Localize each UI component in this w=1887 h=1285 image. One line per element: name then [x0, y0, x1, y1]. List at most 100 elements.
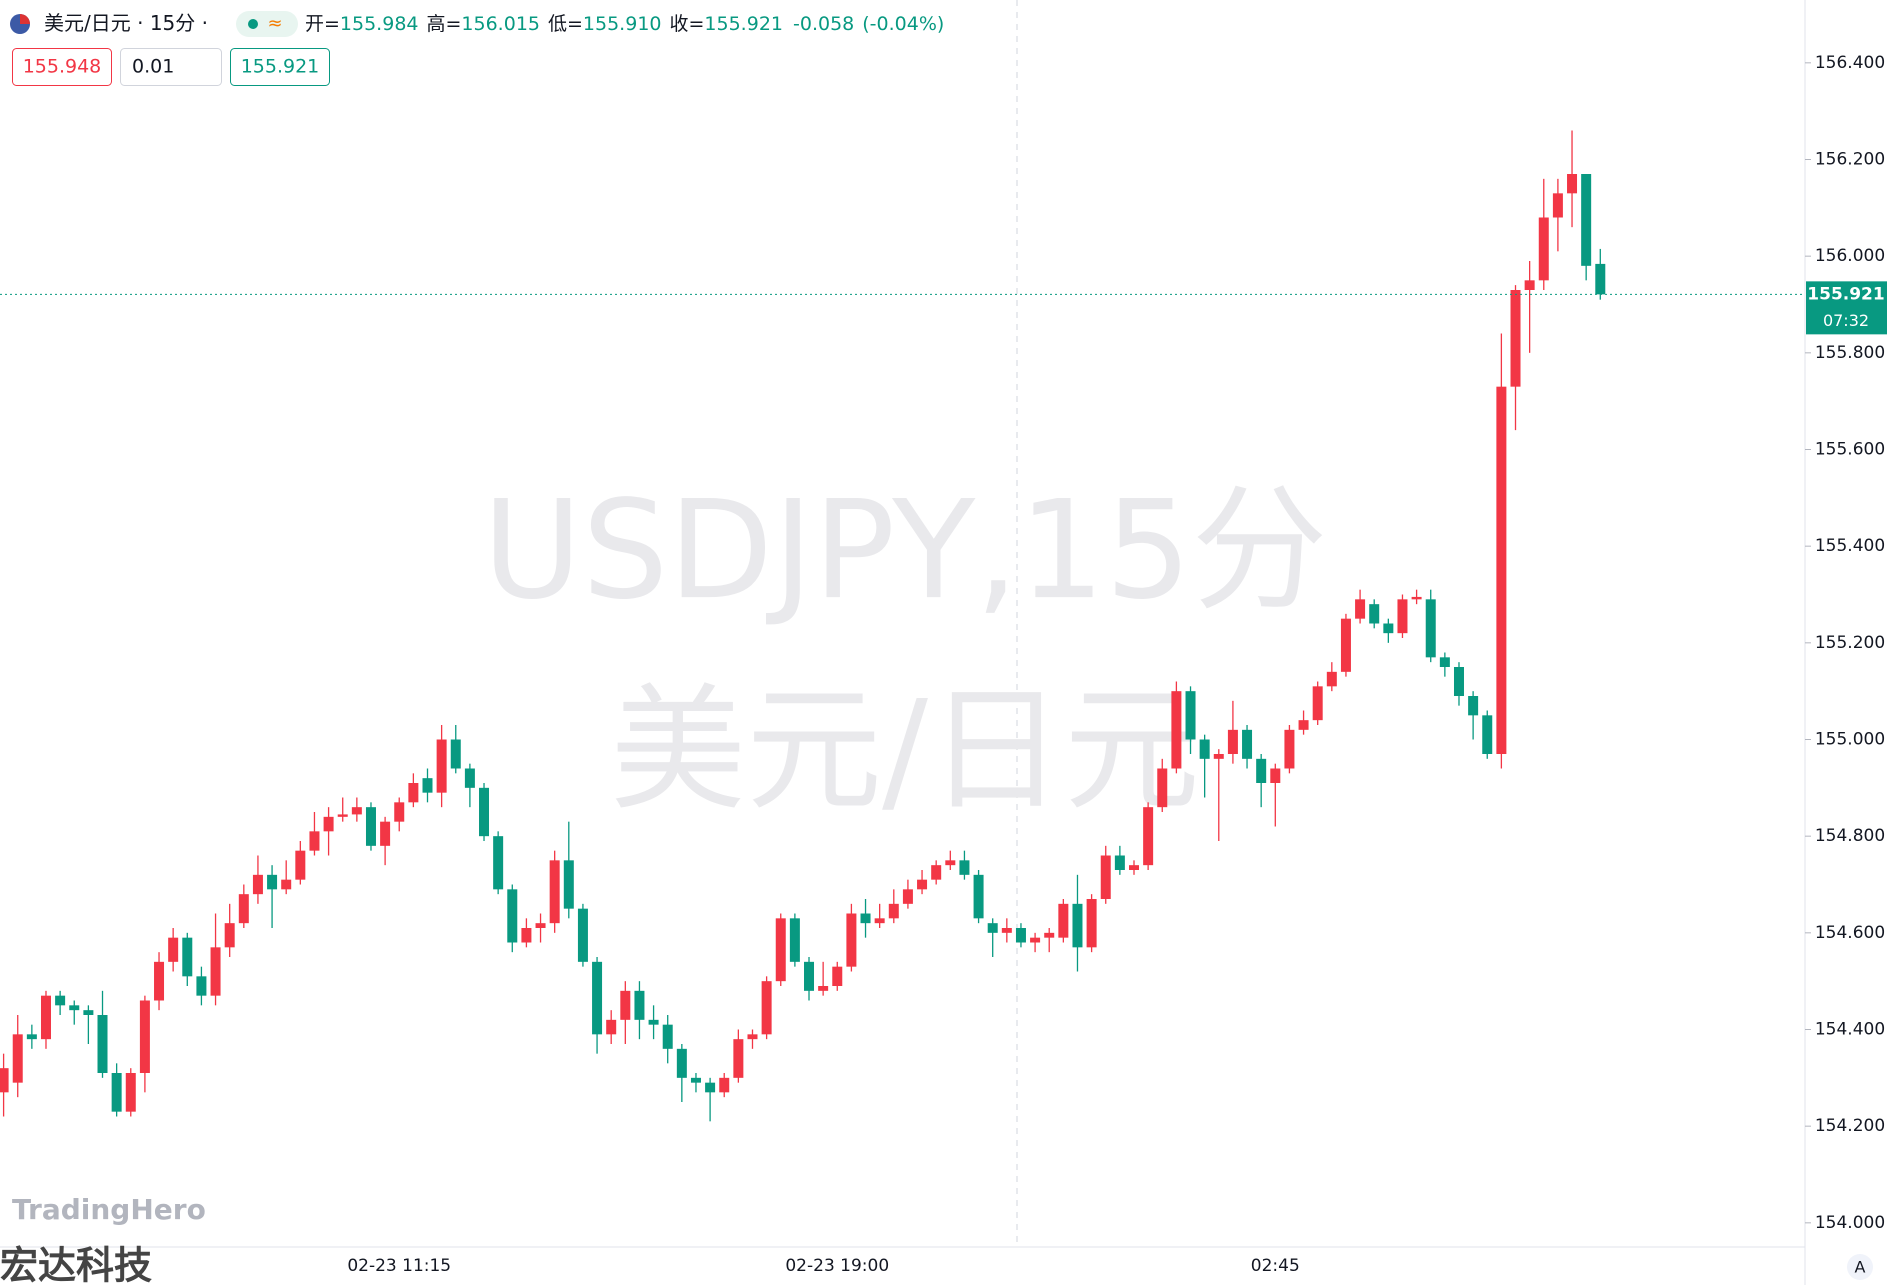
candle-body: [69, 1005, 80, 1011]
quantity-input[interactable]: [120, 48, 222, 86]
candle-body: [789, 918, 800, 962]
ohlc-value: 155.921: [704, 13, 783, 35]
candle-body: [1298, 720, 1309, 730]
ohlc-value: 155.910: [583, 13, 662, 35]
buy-button[interactable]: [230, 48, 330, 86]
company-logo: 宏达科技: [0, 1244, 152, 1285]
candle-body: [747, 1034, 758, 1040]
candle-body: [168, 937, 179, 962]
candle-body: [26, 1034, 37, 1040]
candle-body: [436, 739, 447, 793]
y-tick-label: 154.800: [1815, 826, 1885, 846]
candle-body: [818, 986, 829, 991]
candle-body: [1595, 263, 1606, 295]
candle-body: [493, 836, 504, 890]
y-tick-label: 155.200: [1815, 633, 1885, 653]
candle-body: [888, 903, 899, 919]
candle-body: [1468, 696, 1479, 716]
candle-body: [1439, 657, 1450, 667]
auto-scale-label: A: [1855, 1258, 1866, 1277]
candle-body: [1242, 729, 1253, 759]
candle-body: [1072, 903, 1083, 948]
candle-body: [902, 889, 913, 904]
candle-body: [860, 913, 871, 924]
ohlc: 开=155.984 高=156.015 低=155.910 收=155.921 -0.0…: [305, 13, 944, 35]
candle-body: [733, 1039, 744, 1078]
candle-body: [1030, 937, 1041, 943]
y-tick-label: 155.400: [1815, 536, 1885, 556]
overlay: 154.000 154.200 154.400 154.600 154.800 155.0…: [347, 53, 1887, 1276]
candle-body: [1538, 217, 1549, 281]
candle-body: [1058, 903, 1069, 938]
y-tick-label: 156.400: [1815, 53, 1885, 73]
candle-body: [1199, 739, 1210, 759]
candle-body: [1355, 599, 1366, 619]
candle-body: [973, 874, 984, 919]
candle-body: [832, 966, 843, 986]
candle-body: [337, 814, 348, 817]
status-pill[interactable]: [236, 11, 298, 37]
candle-body: [210, 947, 221, 996]
candle-body: [1227, 729, 1238, 754]
x-tick-label: 02-23 11:15: [347, 1256, 451, 1276]
price-tag-label: 155.921: [1807, 284, 1884, 304]
candle-body: [267, 874, 278, 890]
candle-body: [1270, 768, 1281, 783]
candle-body: [1383, 623, 1394, 634]
separator: ·: [195, 11, 208, 35]
candle-body: [1185, 691, 1196, 740]
countdown: 07:32: [1823, 311, 1869, 330]
candle-body: [761, 981, 772, 1035]
change: -0.058: [793, 13, 854, 35]
watermark: USDJPY,15分: [482, 472, 1327, 630]
candle-body: [464, 768, 475, 788]
flag-icon: [20, 14, 30, 24]
bid-price: 155.948: [23, 56, 102, 78]
candle-body: [1312, 686, 1323, 721]
candle-body: [111, 1073, 122, 1112]
candle-body: [1425, 599, 1436, 658]
candle-body: [1510, 290, 1521, 387]
candle-body: [1482, 715, 1493, 754]
candle-body: [40, 995, 51, 1040]
candle-body: [154, 961, 165, 1001]
y-tick-label: 154.400: [1815, 1020, 1885, 1040]
candle-body: [1397, 599, 1408, 634]
candle-body: [1086, 899, 1097, 948]
y-tick-label: 155.800: [1815, 343, 1885, 363]
candle-body: [874, 918, 885, 924]
x-tick-label: 02:45: [1251, 1256, 1300, 1276]
candle-body: [1015, 928, 1026, 943]
candle-body: [422, 778, 433, 793]
ohlc-value: 155.984: [340, 13, 419, 35]
y-tick-label: 154.000: [1815, 1213, 1885, 1233]
candle-body: [408, 783, 419, 803]
candle-body: [196, 976, 207, 996]
delay-icon: ≈: [267, 13, 282, 34]
sell-button[interactable]: [12, 48, 112, 86]
y-tick-label: 155.000: [1815, 730, 1885, 750]
candle-body: [705, 1082, 716, 1093]
candle-body: [0, 1068, 9, 1093]
candle-body: [535, 923, 546, 928]
candle-body: [563, 860, 574, 909]
auto-scale-button[interactable]: [1847, 1254, 1873, 1280]
market-open-dot: [248, 19, 258, 29]
candle-body: [1326, 671, 1337, 687]
ohlc-label: 低=: [548, 13, 583, 35]
candle-body: [479, 787, 490, 837]
candle-body: [351, 807, 362, 815]
candle-body: [323, 816, 334, 832]
candle-body: [1411, 596, 1422, 600]
candle-body: [1213, 754, 1224, 759]
candle-body: [676, 1048, 687, 1078]
candle-body: [987, 923, 998, 933]
candle-body: [83, 1010, 94, 1015]
candle-body: [394, 802, 405, 822]
candle-body: [380, 821, 391, 846]
candle-body: [224, 923, 235, 948]
candle-body: [775, 918, 786, 982]
plot: [0, 130, 1805, 1122]
candle-body: [507, 889, 518, 943]
